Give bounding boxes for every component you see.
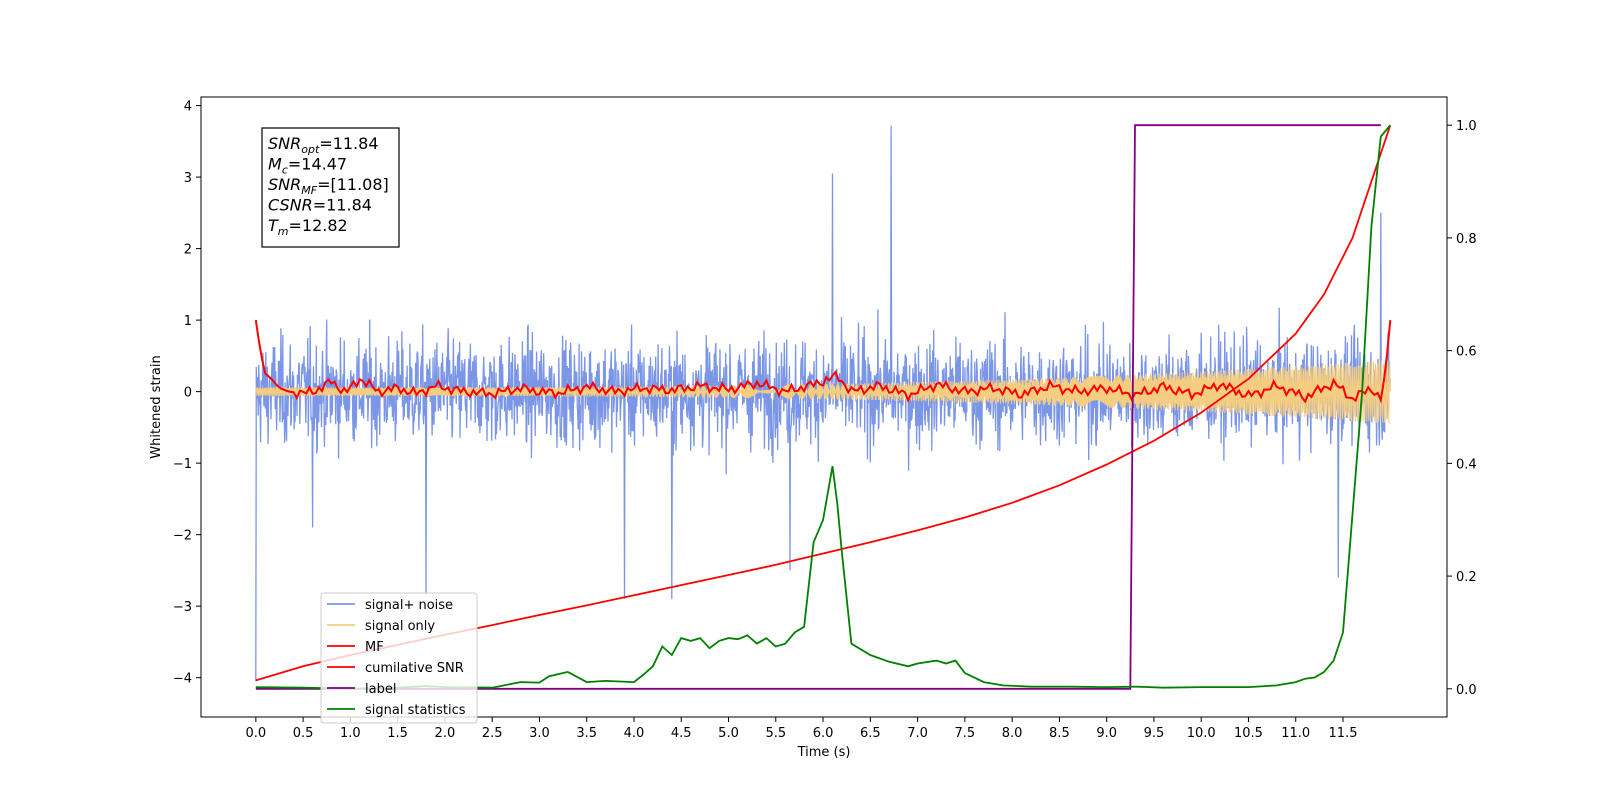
- annotation-line: CSNR=11.84: [268, 196, 372, 215]
- annotation-line: SNRMF=[11.08]: [268, 175, 389, 197]
- y2-tick-label: 0.2: [1456, 570, 1477, 585]
- x-tick-label: 7.0: [907, 726, 928, 741]
- y-tick-label: 1: [184, 314, 192, 329]
- legend-label: cumilative SNR: [365, 661, 464, 676]
- y-axis-right: 0.0 0.2 0.4 0.6 0.8 1.0: [1447, 119, 1477, 698]
- y-tick-label: 3: [184, 171, 192, 186]
- annotation-value: =[11.08]: [317, 175, 389, 194]
- y-tick-label: −3: [173, 600, 192, 615]
- x-tick-label: 4.0: [624, 726, 645, 741]
- series-signal-statistics: [255, 124, 1391, 690]
- annotation-value: =12.82: [289, 216, 348, 235]
- x-tick-label: 9.5: [1144, 726, 1165, 741]
- x-tick-label: 8.5: [1049, 726, 1070, 741]
- annotation-value: =11.84: [319, 134, 378, 153]
- annotation-symbol: SNR: [268, 134, 301, 153]
- annotation-value: =14.47: [288, 155, 347, 174]
- y-tick-label: −2: [173, 529, 192, 544]
- x-tick-label: 2.5: [482, 726, 503, 741]
- series-signal-only: [255, 360, 1391, 424]
- legend-item-signal-statistics: signal statistics: [327, 703, 466, 718]
- legend-item-label: label: [327, 682, 396, 697]
- legend-item-mf: MF: [327, 640, 384, 655]
- legend-frame: [320, 592, 478, 724]
- y2-tick-label: 1.0: [1456, 119, 1477, 134]
- annotation-subscript: MF: [301, 184, 317, 197]
- annotation-symbol: CSNR: [268, 196, 313, 215]
- y-tick-label: 0: [184, 386, 192, 401]
- x-tick-label: 10.0: [1187, 726, 1216, 741]
- y2-tick-label: 0.6: [1456, 345, 1477, 360]
- y-tick-label: 2: [184, 243, 192, 258]
- annotation-symbol: M: [268, 155, 282, 174]
- x-tick-label: 1.5: [387, 726, 408, 741]
- legend: signal+ noise signal only MF cumilative SNR…: [320, 592, 478, 724]
- x-tick-label: 0.5: [293, 726, 314, 741]
- series-label: [255, 124, 1381, 690]
- annotation-value: =11.84: [313, 196, 372, 215]
- annotation-frame: [261, 127, 400, 248]
- x-tick-label: 4.5: [671, 726, 692, 741]
- series-signal-noise: [255, 125, 1391, 682]
- y-axis-left: −4 −3 −2 −1 0 1 2 3 4: [173, 100, 201, 687]
- legend-label: MF: [365, 640, 384, 655]
- y2-tick-label: 0.4: [1456, 457, 1477, 472]
- plot-frame: [200, 96, 1448, 718]
- legend-label: signal+ noise: [365, 598, 453, 613]
- x-tick-label: 6.0: [813, 726, 834, 741]
- x-tick-label: 11.0: [1281, 726, 1310, 741]
- annotation-subscript: opt: [301, 143, 320, 156]
- legend-label: signal statistics: [365, 703, 466, 718]
- series-mf: [254, 319, 1392, 404]
- annotation-line: SNRopt=11.84: [268, 134, 379, 156]
- legend-item-signal-only: signal only: [327, 619, 435, 634]
- annotation-subscript: c: [282, 164, 288, 177]
- y-axis-label: Whitened strain: [149, 355, 164, 458]
- y-tick-label: −1: [173, 457, 192, 472]
- x-tick-label: 0.0: [245, 726, 266, 741]
- x-tick-label: 8.0: [1002, 726, 1023, 741]
- annotation-box: SNRopt=11.84Mc=14.47SNRMF=[11.08]CSNR=11…: [261, 127, 400, 248]
- x-tick-label: 2.0: [435, 726, 456, 741]
- x-tick-label: 3.5: [576, 726, 597, 741]
- y2-tick-label: 0.0: [1456, 683, 1477, 698]
- annotation-line: Tm=12.82: [268, 216, 348, 238]
- annotation-line: Mc=14.47: [268, 155, 347, 177]
- annotation-symbol: T: [268, 216, 279, 235]
- y-tick-label: −4: [173, 672, 192, 687]
- legend-item-cumilative-snr: cumilative SNR: [327, 661, 464, 676]
- x-tick-label: 6.5: [860, 726, 881, 741]
- x-tick-label: 5.0: [718, 726, 739, 741]
- x-tick-label: 7.5: [955, 726, 976, 741]
- x-axis: 0.0 0.5 1.0 1.5 2.0 2.5 3.0 3.5 4.0 4.5 5.0 5.5 6.0 6…: [245, 717, 1357, 741]
- x-tick-label: 3.0: [529, 726, 550, 741]
- annotation-symbol: SNR: [268, 175, 301, 194]
- y-tick-label: 4: [184, 100, 192, 115]
- legend-label: signal only: [365, 619, 435, 634]
- x-tick-label: 1.0: [340, 726, 361, 741]
- x-tick-label: 11.5: [1329, 726, 1358, 741]
- legend-item-signal-noise: signal+ noise: [327, 598, 453, 613]
- x-tick-label: 5.5: [765, 726, 786, 741]
- legend-label: label: [365, 682, 396, 697]
- y2-tick-label: 0.8: [1456, 232, 1477, 247]
- x-axis-label: Time (s): [797, 745, 851, 760]
- x-tick-label: 9.0: [1096, 726, 1117, 741]
- x-tick-label: 10.5: [1234, 726, 1263, 741]
- annotation-subscript: m: [278, 225, 289, 238]
